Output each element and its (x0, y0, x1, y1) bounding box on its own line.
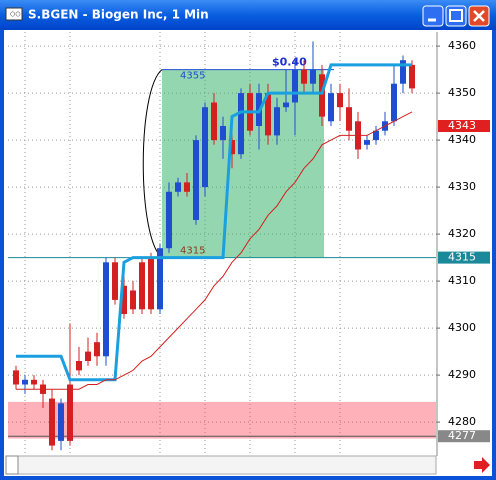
candle-body (265, 93, 271, 136)
candle-body (400, 60, 406, 84)
candle-body (373, 130, 379, 141)
candle-body (409, 64, 415, 89)
range-change-label: $0.40 (272, 56, 307, 69)
candle-body (175, 182, 181, 192)
icon (473, 10, 485, 22)
candle-body (130, 290, 136, 310)
candle-body (346, 107, 352, 131)
icon-glyph: ○○ (10, 11, 20, 18)
candle-body (112, 262, 118, 300)
price-marker-label: 4277 (448, 429, 476, 442)
alert-band (8, 401, 436, 439)
window-buttons[interactable] (422, 5, 490, 27)
candle-body (85, 351, 91, 361)
range-low-label: 4315 (180, 246, 205, 257)
candle-body (139, 262, 145, 310)
candle-body (184, 182, 190, 192)
candle-body (274, 107, 280, 136)
y-tick-label: 4350 (448, 86, 476, 99)
y-tick-label: 4330 (448, 180, 476, 193)
candle-body (67, 384, 73, 441)
candle-body (49, 398, 55, 446)
app-icon (5, 7, 23, 21)
candle-body (337, 93, 343, 108)
overlay-line (16, 63, 412, 382)
candle-body (13, 370, 19, 385)
candle-body (238, 93, 244, 155)
candle-body (211, 102, 217, 141)
minimize-button[interactable] (422, 5, 444, 27)
candle-body (148, 257, 154, 310)
y-tick-label: 4320 (448, 227, 476, 240)
x-axis-bar (5, 455, 437, 475)
y-tick-label: 4310 (448, 274, 476, 287)
scroll-box[interactable] (5, 455, 19, 475)
price-marker-label: 4343 (448, 119, 476, 132)
price-marker (438, 430, 490, 443)
candle-body (220, 126, 226, 141)
candle-body (283, 102, 289, 108)
range-bracket (142, 69, 163, 258)
candle-body (292, 69, 298, 103)
candle-body (229, 140, 235, 155)
y-tick-label: 4340 (448, 133, 476, 146)
window-title: S.BGEN - Biogen Inc, 1 Min (28, 8, 209, 22)
title-bar (0, 0, 496, 30)
icon (449, 9, 463, 22)
range-high-label: 4355 (180, 71, 205, 82)
candle-body (121, 285, 127, 314)
candle-body (166, 191, 172, 249)
y-tick-label: 4290 (448, 368, 476, 381)
candle-body (310, 69, 316, 84)
candle-body (328, 93, 334, 122)
candle-body (301, 69, 307, 84)
candle-body (391, 83, 397, 122)
candle-body (103, 262, 109, 357)
price-marker-label: 4315 (448, 251, 476, 264)
candle-body (31, 379, 37, 385)
price-marker (438, 120, 490, 132)
candle-body (202, 107, 208, 188)
candle-body (58, 403, 64, 441)
y-tick-label: 4360 (448, 39, 476, 52)
candle-body (193, 140, 199, 220)
y-tick-label: 4280 (448, 415, 476, 428)
candle-body (157, 248, 163, 310)
overlay-line (16, 111, 413, 390)
candle-body (94, 342, 100, 357)
candle-body (364, 140, 370, 145)
candle-body (76, 361, 82, 371)
y-tick-label: 4300 (448, 321, 476, 334)
candle-body (22, 379, 28, 385)
scroll-arrow[interactable] (474, 457, 490, 473)
candle-body (319, 74, 325, 117)
price-marker (438, 251, 490, 264)
